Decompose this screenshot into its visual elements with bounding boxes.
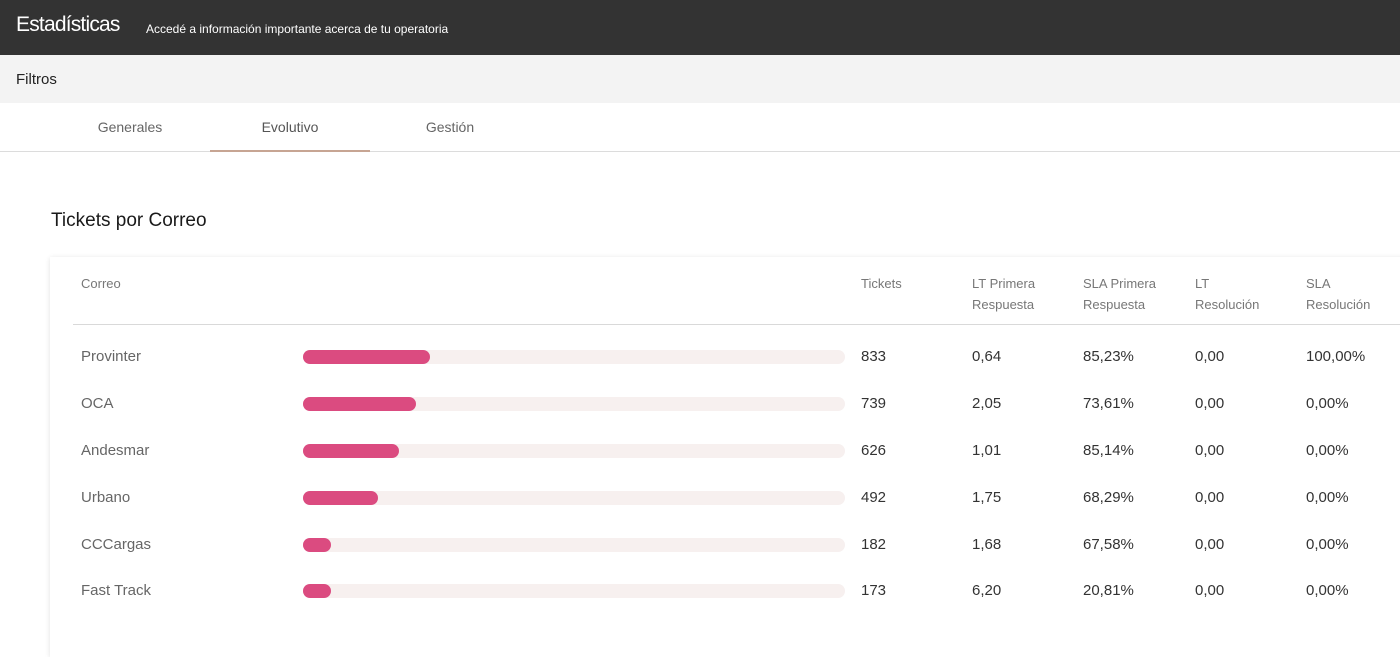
sla-resolucion-cell: 0,00%	[1306, 442, 1349, 459]
correo-name-cell: Andesmar	[81, 442, 150, 459]
correo-name-cell: CCCargas	[81, 536, 152, 553]
ticket-bar-fill	[303, 397, 416, 411]
ticket-bar-track	[303, 444, 845, 458]
correo-name-cell: Urbano	[81, 489, 131, 506]
sla-primera-cell: 68,29%	[1083, 489, 1134, 506]
tab-bar: Generales Evolutivo Gestión	[0, 103, 1400, 152]
column-header-tickets: Tickets	[861, 276, 902, 291]
sla-resolucion-cell: 0,00%	[1306, 395, 1349, 412]
ticket-bar-fill	[303, 538, 331, 552]
ticket-bar-fill	[303, 444, 399, 458]
column-header-lt-primera-respuesta: LT Primera Respuesta	[972, 276, 1036, 312]
lt-primera-cell: 1,68	[972, 536, 1002, 553]
page-title: Estadísticas	[16, 13, 120, 36]
table-row: Andesmar 626 1,01 85,14% 0,00 0,00%	[50, 436, 1400, 466]
page-subtitle: Accedé a información importante acerca d…	[146, 22, 449, 36]
sla-resolucion-cell: 0,00%	[1306, 536, 1349, 553]
sla-primera-cell: 67,58%	[1083, 536, 1134, 553]
tab-gestion[interactable]: Gestión	[425, 119, 475, 135]
lt-primera-cell: 1,01	[972, 442, 1002, 459]
lt-primera-cell: 1,75	[972, 489, 1002, 506]
sla-resolucion-cell: 0,00%	[1306, 489, 1349, 506]
filters-label[interactable]: Filtros	[16, 71, 57, 88]
sla-resolucion-cell: 100,00%	[1306, 348, 1366, 365]
filters-bar[interactable]: Filtros	[0, 55, 1400, 103]
table-row: Urbano 492 1,75 68,29% 0,00 0,00%	[50, 483, 1400, 513]
correo-name-cell: OCA	[81, 395, 114, 412]
sla-resolucion-cell: 0,00%	[1306, 582, 1349, 599]
lt-primera-cell: 0,64	[972, 348, 1002, 365]
table-row: Provinter 833 0,64 85,23% 0,00 100,00%	[50, 342, 1400, 372]
tickets-cell: 739	[861, 395, 887, 412]
lt-resolucion-cell: 0,00	[1195, 348, 1225, 365]
tickets-cell: 833	[861, 348, 887, 365]
ticket-bar-fill	[303, 491, 378, 505]
top-header: Estadísticas Accedé a información import…	[0, 0, 1400, 55]
ticket-bar-track	[303, 491, 845, 505]
tickets-cell: 182	[861, 536, 887, 553]
ticket-bar-track	[303, 397, 845, 411]
lt-resolucion-cell: 0,00	[1195, 536, 1225, 553]
table-row: OCA 739 2,05 73,61% 0,00 0,00%	[50, 389, 1400, 419]
sla-primera-cell: 85,14%	[1083, 442, 1134, 459]
ticket-bar-fill	[303, 584, 331, 598]
column-header-lt-resolucion: LT Resolución	[1195, 276, 1260, 312]
tab-generales[interactable]: Generales	[97, 119, 163, 135]
column-header-sla-primera-respuesta: SLA Primera Respuesta	[1083, 276, 1156, 312]
lt-resolucion-cell: 0,00	[1195, 582, 1225, 599]
table-row: CCCargas 182 1,68 67,58% 0,00 0,00%	[50, 530, 1400, 560]
sla-primera-cell: 20,81%	[1083, 582, 1134, 599]
tickets-cell: 492	[861, 489, 887, 506]
section-title: Tickets por Correo	[51, 210, 207, 231]
ticket-bar-track	[303, 538, 845, 552]
lt-primera-cell: 2,05	[972, 395, 1002, 412]
ticket-bar-track	[303, 350, 845, 364]
lt-resolucion-cell: 0,00	[1195, 442, 1225, 459]
lt-resolucion-cell: 0,00	[1195, 489, 1225, 506]
ticket-bar-track	[303, 584, 845, 598]
column-header-sla-resolucion: SLA Resolución	[1306, 276, 1371, 312]
correo-name-cell: Provinter	[81, 348, 142, 365]
tickets-cell: 173	[861, 582, 887, 599]
table-row: Fast Track 173 6,20 20,81% 0,00 0,00%	[50, 576, 1400, 606]
sla-primera-cell: 73,61%	[1083, 395, 1134, 412]
ticket-bar-fill	[303, 350, 430, 364]
correo-name-cell: Fast Track	[81, 582, 152, 599]
table-header-divider	[73, 324, 1400, 325]
lt-resolucion-cell: 0,00	[1195, 395, 1225, 412]
tab-evolutivo[interactable]: Evolutivo	[210, 103, 370, 152]
column-header-correo: Correo	[81, 276, 121, 291]
tickets-cell: 626	[861, 442, 887, 459]
lt-primera-cell: 6,20	[972, 582, 1002, 599]
sla-primera-cell: 85,23%	[1083, 348, 1134, 365]
